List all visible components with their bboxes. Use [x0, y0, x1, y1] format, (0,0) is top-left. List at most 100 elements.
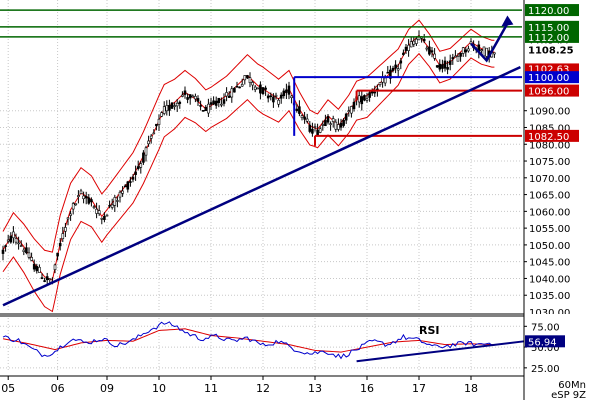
- price-trendline: [2, 65, 521, 307]
- candle-body: [204, 106, 208, 112]
- price-tick-label: 1055.00: [529, 224, 570, 235]
- candle-body: [19, 245, 23, 247]
- candle-body: [32, 263, 36, 270]
- rsi-value-label: 56.94: [528, 337, 557, 348]
- candle-body: [12, 231, 15, 239]
- candle-body: [136, 166, 140, 170]
- price-tick-label: 1080.00: [529, 140, 570, 151]
- rsi-tick-label: 50.00: [531, 343, 560, 354]
- candle-body: [84, 195, 88, 199]
- partial-price-tag: [525, 63, 579, 74]
- price-tick-label-clipped: 1030.00: [529, 308, 570, 319]
- candle-body: [22, 249, 26, 252]
- candle-body: [61, 233, 65, 240]
- candle-body: [77, 195, 80, 197]
- candle-body: [235, 86, 239, 88]
- candle-body: [30, 257, 33, 261]
- candle-body: [454, 55, 457, 58]
- partial-price-tag: [525, 37, 579, 48]
- horizontal-levels: [0, 9, 522, 38]
- lower-band: [2, 52, 495, 313]
- candle-body: [433, 53, 436, 59]
- candle-body: [35, 266, 39, 272]
- candle-body: [92, 206, 96, 209]
- price-level-label: 1096.00: [528, 87, 569, 98]
- candle-body: [240, 84, 244, 87]
- candle-body: [79, 190, 83, 194]
- candle-body: [303, 116, 306, 120]
- candle-body: [464, 49, 468, 53]
- candle-body: [482, 46, 486, 57]
- candle-body: [123, 185, 127, 188]
- candle-body: [480, 49, 483, 51]
- candle-body: [181, 94, 184, 97]
- candle-body: [461, 47, 465, 54]
- candle-body: [259, 84, 262, 94]
- candle-body: [456, 56, 460, 62]
- candle-body: [131, 176, 135, 180]
- price-tick-label: 1070.00: [529, 174, 570, 185]
- candle-body: [17, 242, 20, 245]
- candle-body: [337, 124, 340, 130]
- partial-price-label: 1102.63: [528, 64, 569, 75]
- price-trendline: [2, 65, 521, 307]
- candle-body: [256, 87, 260, 90]
- candle-body: [103, 215, 106, 220]
- candle-body: [116, 200, 119, 202]
- candle-body: [441, 64, 444, 69]
- candle-body: [238, 86, 241, 89]
- candle-body: [95, 208, 98, 214]
- rsi-line: [2, 321, 495, 360]
- candle-body: [251, 82, 254, 86]
- candle-body: [386, 71, 390, 74]
- candle-body: [365, 98, 369, 101]
- candle-body: [222, 99, 226, 104]
- candle-body: [53, 264, 57, 270]
- rsi-tick-label: 75.00: [531, 322, 560, 333]
- candle-body: [217, 97, 221, 103]
- candle-body: [90, 199, 93, 203]
- candle-body: [308, 124, 312, 132]
- candle-body: [272, 96, 275, 103]
- x-tick-label: 05: [1, 382, 15, 395]
- candle-body: [298, 106, 301, 114]
- rsi-title: RSI: [419, 324, 440, 337]
- candle-body: [485, 47, 488, 57]
- candle-body: [318, 128, 322, 133]
- candle-body: [152, 132, 156, 135]
- candle-body: [396, 68, 400, 71]
- candle-body: [300, 115, 304, 118]
- candle-body: [201, 110, 205, 112]
- candle-body: [40, 277, 44, 280]
- candle-body: [253, 86, 257, 90]
- candle-body: [9, 235, 13, 243]
- candle-body: [469, 41, 473, 44]
- price-tick-label: 1050.00: [529, 241, 570, 252]
- candle-body: [412, 40, 416, 45]
- candle-body: [121, 190, 124, 194]
- axes: [0, 0, 527, 400]
- price-level-label: 1100.00: [528, 73, 569, 84]
- rsi-grid: [0, 318, 522, 372]
- candle-body: [147, 140, 150, 145]
- candle-body: [399, 60, 403, 64]
- candle-body: [230, 88, 234, 98]
- candle-body: [160, 112, 163, 117]
- price-level-tag: [525, 84, 579, 97]
- x-tick-label: 06: [51, 382, 65, 395]
- candle-body: [214, 100, 218, 106]
- candle-body: [363, 95, 366, 101]
- candle-body: [383, 77, 387, 84]
- candle-body: [467, 48, 470, 52]
- candle-body: [170, 102, 174, 109]
- candle-body: [14, 238, 18, 243]
- candle-body: [404, 46, 408, 51]
- price-level-label: 1120.00: [528, 6, 569, 17]
- candle-body: [56, 252, 59, 257]
- price-tick-label: 1040.00: [529, 274, 570, 285]
- clipped-tick-container: 1030.00: [529, 308, 570, 319]
- candle-body: [316, 129, 319, 136]
- rsi-value-tag: [525, 335, 565, 348]
- candle-body: [168, 105, 171, 111]
